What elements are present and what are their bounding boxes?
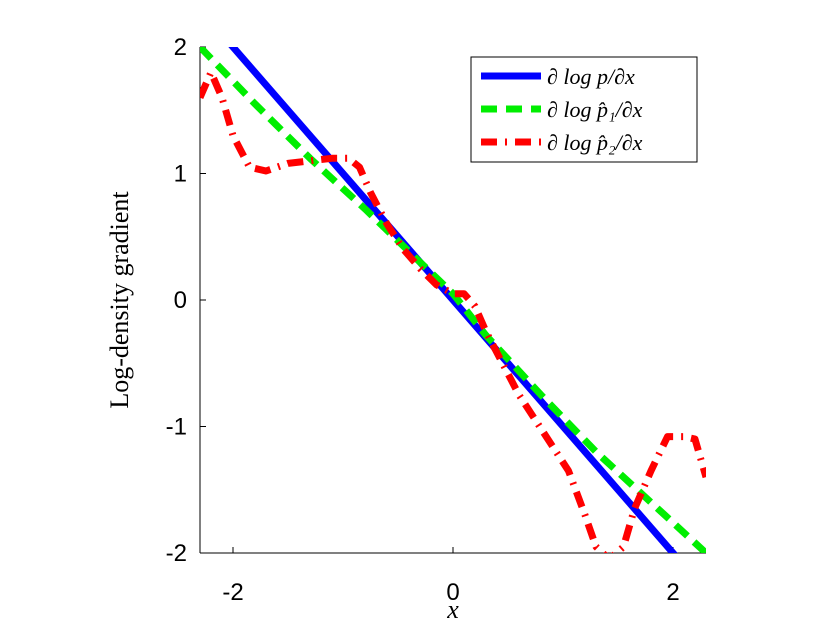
legend-label-2: ∂ log p̂₁/∂x	[547, 97, 643, 122]
axes	[199, 46, 706, 554]
x-axis-label: x	[446, 595, 459, 623]
x-tick-label: -2	[222, 579, 243, 606]
legend: ∂ log p/∂x ∂ log p̂₁/∂x ∂ log p̂₂/∂x	[470, 56, 698, 163]
x-tick-label: 2	[666, 579, 679, 606]
y-tick-label: 1	[174, 161, 187, 188]
y-tick-label: -1	[166, 414, 187, 441]
series-line-1	[228, 47, 678, 553]
legend-label-1: ∂ log p/∂x	[547, 64, 635, 89]
legend-label-3: ∂ log p̂₂/∂x	[547, 130, 643, 155]
tick-labels: 2 1 0 -1 -2 -2 0 2	[166, 34, 680, 606]
series-layer	[200, 47, 706, 553]
y-tick-label: 2	[174, 34, 187, 61]
y-tick-label: 0	[174, 287, 187, 314]
series-line-3	[200, 68, 706, 553]
x-tick-label: 0	[446, 579, 459, 606]
y-tick-label: -2	[166, 540, 187, 567]
y-axis-label: Log-density gradient	[105, 191, 134, 409]
series-line-2	[200, 47, 706, 553]
